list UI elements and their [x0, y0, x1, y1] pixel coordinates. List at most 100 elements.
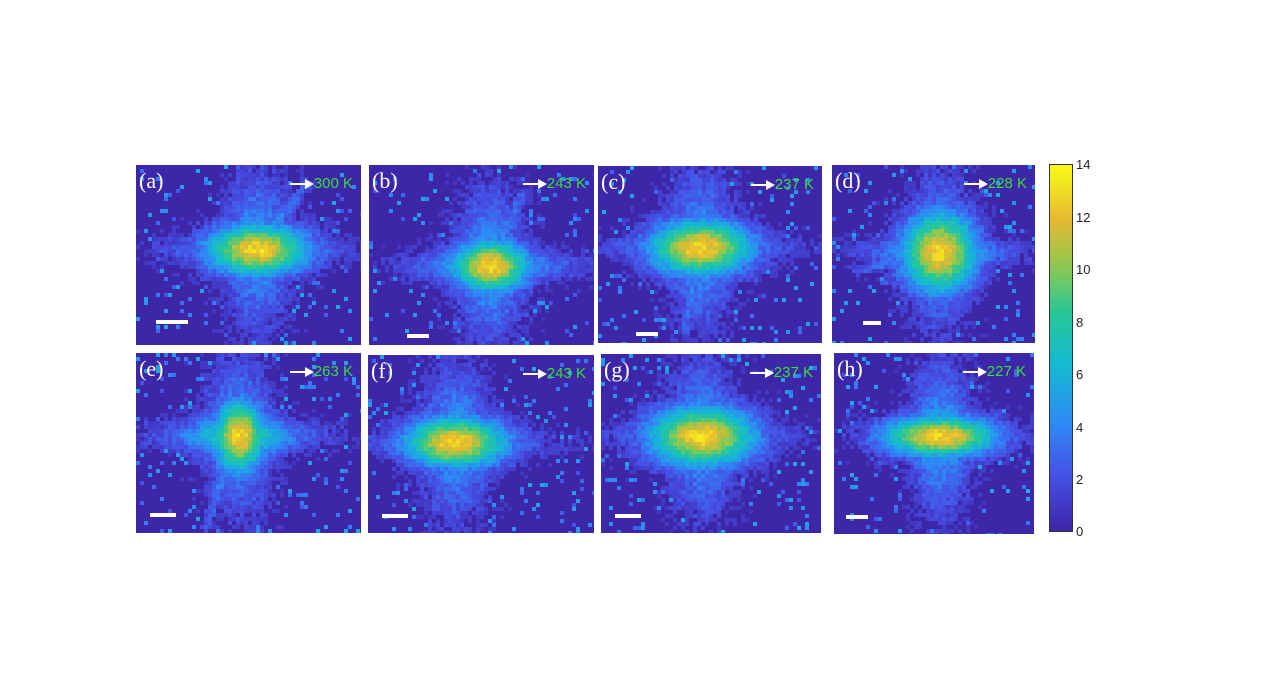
heatmap-pixel	[493, 185, 497, 189]
heatmap-pixel	[441, 209, 445, 213]
heatmap-pixel	[666, 302, 670, 306]
heatmap-pixel	[156, 241, 160, 245]
heatmap-pixel	[449, 265, 453, 269]
heatmap-pixel	[236, 201, 240, 205]
temperature-value: 243 K	[546, 175, 586, 192]
heatmap-pixel	[389, 277, 393, 281]
heatmap-pixel	[497, 181, 501, 185]
heatmap-pixel	[240, 189, 244, 193]
heatmap-pixel	[742, 278, 746, 282]
heatmap-pixel	[786, 330, 790, 334]
heatmap-pixel	[774, 338, 778, 342]
heatmap-pixel	[718, 290, 722, 294]
heatmap-pixel	[224, 273, 228, 277]
heatmap-pixel	[682, 230, 686, 234]
heatmap-pixel	[686, 282, 690, 286]
heatmap-pixel	[276, 297, 280, 301]
heatmap-pixel	[710, 290, 714, 294]
heatmap-pixel	[264, 165, 268, 169]
heatmap-pixel	[722, 262, 726, 266]
heatmap-pixel	[256, 245, 260, 249]
heatmap-pixel	[602, 242, 606, 246]
heatmap-pixel	[244, 201, 248, 205]
heatmap-pixel	[674, 226, 678, 230]
heatmap-pixel	[710, 270, 714, 274]
heatmap-pixel	[485, 221, 489, 225]
heatmap-pixel	[666, 226, 670, 230]
heatmap-pixel	[156, 353, 160, 357]
heatmap-pixel	[280, 189, 284, 193]
heatmap-pixel	[204, 301, 208, 305]
heatmap-pixel	[892, 293, 896, 297]
heatmap-pixel	[585, 277, 589, 281]
heatmap-pixel	[288, 221, 292, 225]
heatmap-pixel	[224, 285, 228, 289]
heatmap-pixel	[742, 262, 746, 266]
heatmap-pixel	[417, 241, 421, 245]
heatmap-pixel	[928, 257, 932, 261]
heatmap-pixel	[168, 293, 172, 297]
heatmap-pixel	[730, 250, 734, 254]
heatmap-pixel	[509, 325, 513, 329]
heatmap-pixel	[485, 169, 489, 173]
heatmap-pixel	[280, 337, 284, 341]
heatmap-pixel	[872, 245, 876, 249]
heatmap-pixel	[896, 245, 900, 249]
heatmap-pixel	[730, 214, 734, 218]
heatmap-pixel	[666, 254, 670, 258]
heatmap-pixel	[924, 245, 928, 249]
heatmap-pixel	[852, 269, 856, 273]
heatmap-pixel	[461, 285, 465, 289]
heatmap-pixel	[936, 313, 940, 317]
heatmap-pixel	[236, 173, 240, 177]
heatmap-pixel	[196, 265, 200, 269]
heatmap-pixel	[280, 241, 284, 245]
heatmap-pixel	[473, 185, 477, 189]
heatmap-pixel	[908, 273, 912, 277]
heatmap-pixel	[666, 246, 670, 250]
heatmap-pixel	[682, 222, 686, 226]
heatmap-pixel	[920, 285, 924, 289]
heatmap-pixel	[730, 334, 734, 338]
heatmap-pixel	[650, 230, 654, 234]
heatmap-pixel	[844, 233, 848, 237]
heatmap-pixel	[445, 257, 449, 261]
heatmap-pixel	[992, 269, 996, 273]
heatmap-pixel	[276, 205, 280, 209]
heatmap-pixel	[437, 261, 441, 265]
heatmap-pixel	[272, 181, 276, 185]
heatmap-pixel	[437, 233, 441, 237]
heatmap-pixel	[296, 249, 300, 253]
heatmap-pixel	[200, 241, 204, 245]
heatmap-pixel	[316, 237, 320, 241]
heatmap-pixel	[493, 193, 497, 197]
heatmap-pixel	[722, 182, 726, 186]
heatmap-pixel	[276, 169, 280, 173]
heatmap-pixel	[469, 229, 473, 233]
heatmap-pixel	[140, 169, 144, 173]
heatmap-pixel	[960, 217, 964, 221]
heatmap-pixel	[501, 193, 505, 197]
heatmap-pixel	[650, 222, 654, 226]
heatmap-pixel	[485, 249, 489, 253]
heatmap-pixel	[489, 341, 493, 345]
heatmap-pixel	[722, 226, 726, 230]
heatmap-pixel	[924, 269, 928, 273]
heatmap-pixel	[670, 246, 674, 250]
heatmap-pixel	[758, 222, 762, 226]
heatmap-pixel	[445, 277, 449, 281]
heatmap-pixel	[980, 237, 984, 241]
heatmap-pixel	[750, 242, 754, 246]
heatmap-pixel	[904, 301, 908, 305]
heatmap-pixel	[658, 250, 662, 254]
heatmap-pixel	[908, 253, 912, 257]
heatmap-pixel	[501, 293, 505, 297]
heatmap-pixel	[976, 301, 980, 305]
heatmap-pixel	[932, 177, 936, 181]
heatmap-pixel	[461, 305, 465, 309]
heatmap-pixel	[658, 190, 662, 194]
heatmap-pixel	[698, 182, 702, 186]
heatmap-pixel	[312, 217, 316, 221]
heatmap-pixel	[814, 250, 818, 254]
heatmap-pixel	[976, 205, 980, 209]
